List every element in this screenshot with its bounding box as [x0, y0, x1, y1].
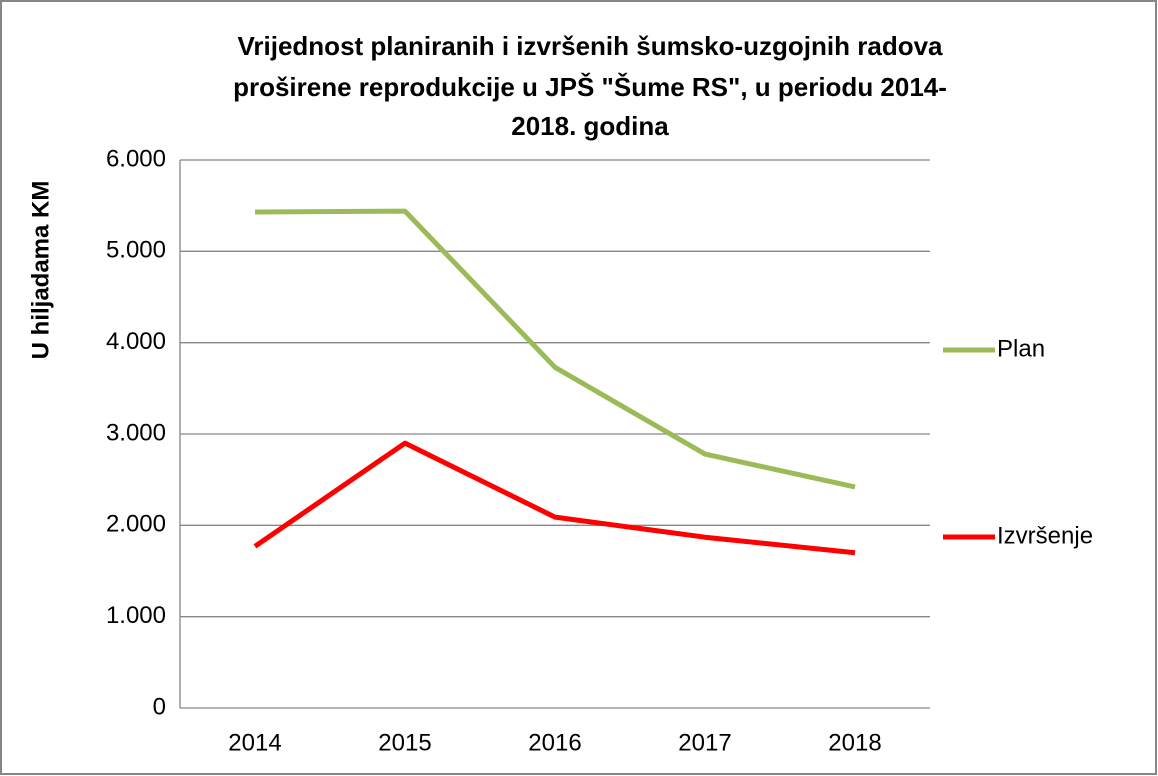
y-tick-label: 4.000	[106, 328, 166, 355]
y-tick-label: 2.000	[106, 511, 166, 538]
y-tick-label: 6.000	[106, 145, 166, 172]
x-tick-label: 2018	[828, 729, 881, 756]
y-tick-label: 0	[153, 693, 166, 720]
chart-title: proširene reprodukcije u JPŠ "Šume RS", …	[233, 72, 947, 102]
y-axis-label: U hiljadama KM	[27, 181, 54, 360]
x-tick-label: 2017	[678, 729, 731, 756]
x-tick-label: 2016	[528, 729, 581, 756]
series-line	[254, 208, 856, 490]
chart-title: 2018. godina	[511, 111, 669, 141]
legend-label: Plan	[997, 335, 1045, 362]
y-tick-label: 1.000	[106, 602, 166, 629]
x-tick-label: 2014	[228, 729, 281, 756]
chart-title: Vrijednost planiranih i izvršenih šumsko…	[237, 31, 943, 61]
x-tick-label: 2015	[378, 729, 431, 756]
y-tick-label: 5.000	[106, 237, 166, 264]
y-tick-label: 3.000	[106, 419, 166, 446]
series-line	[253, 440, 856, 556]
legend-label: Izvršenje	[997, 522, 1093, 549]
